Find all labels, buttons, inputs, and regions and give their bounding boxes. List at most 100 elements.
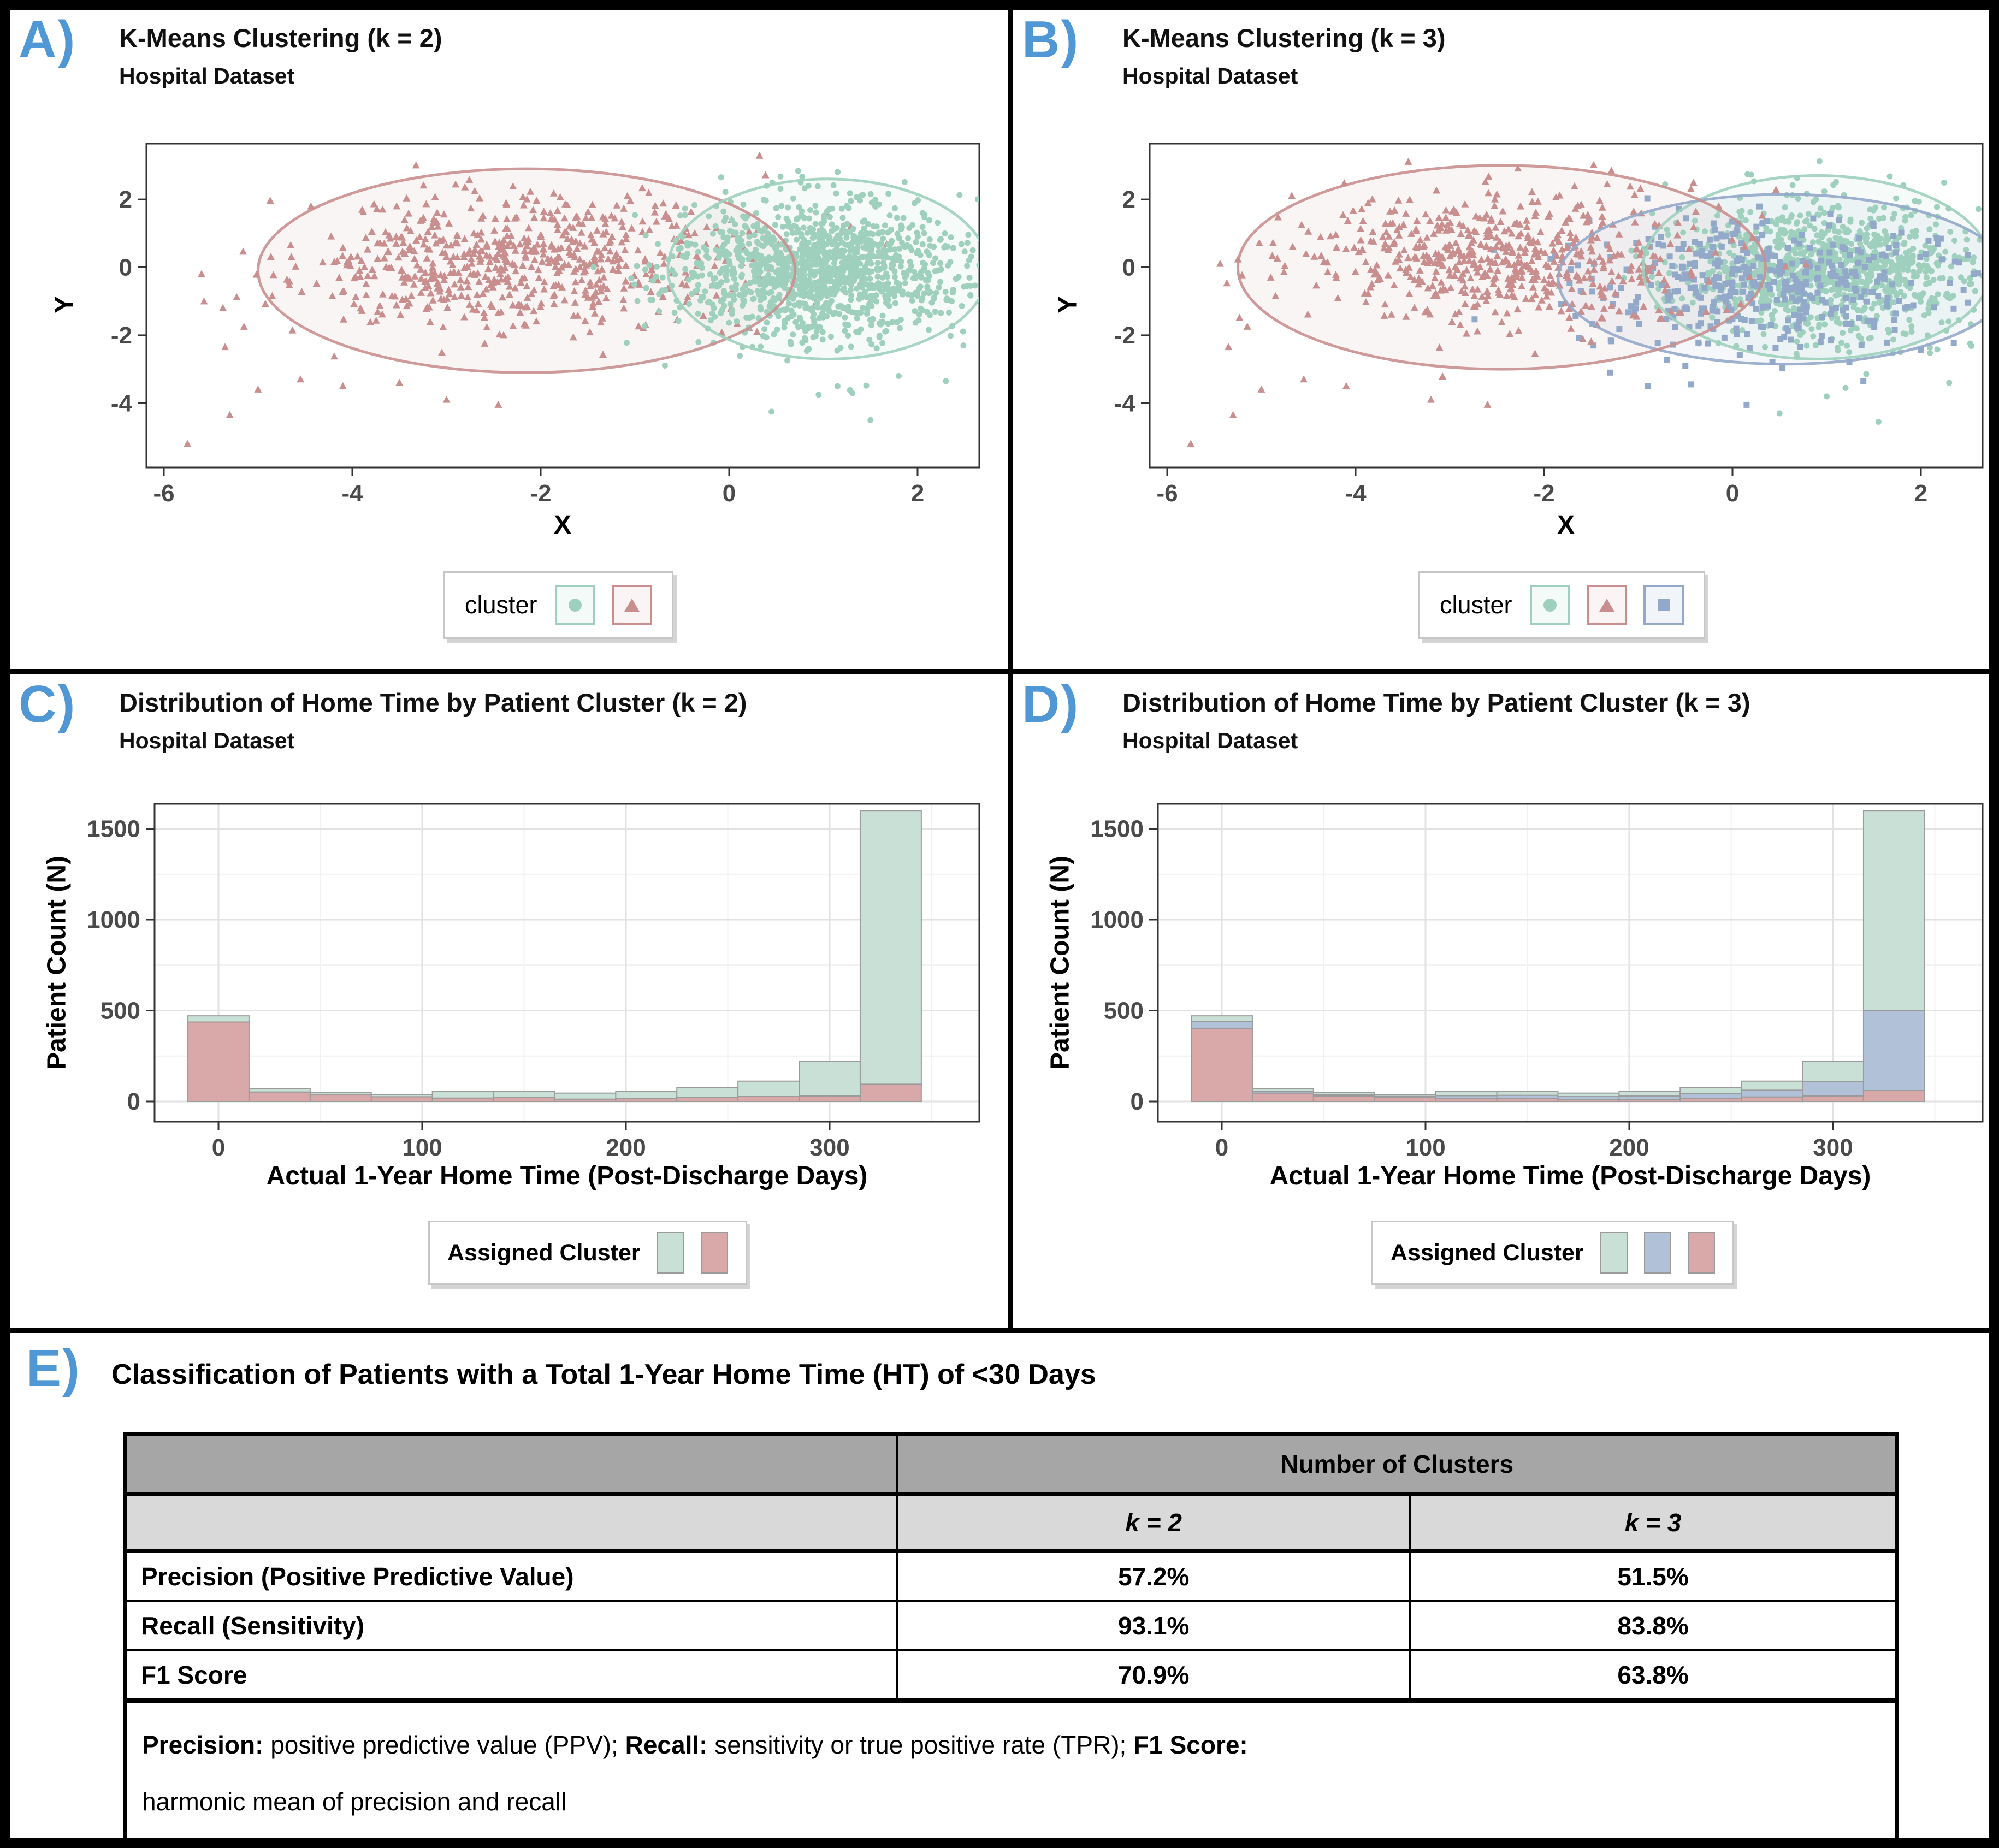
svg-text:0: 0	[212, 1134, 225, 1161]
recall-k3-value: 83.8%	[1409, 1600, 1899, 1651]
x-axis-label-d: Actual 1-Year Home Time (Post-Discharge …	[1269, 1162, 1871, 1190]
chart-subtitle-d: Hospital Dataset	[1122, 728, 1298, 753]
legend-swatch	[1687, 1232, 1715, 1274]
legend-title-d: Assigned Cluster	[1391, 1239, 1584, 1266]
svg-text:1500: 1500	[87, 816, 140, 843]
svg-text:-4: -4	[1345, 480, 1367, 507]
svg-text:0: 0	[1726, 480, 1739, 507]
chart-title-b: K-Means Clustering (k = 3)	[1122, 23, 1446, 52]
footnote-term: Precision:	[142, 1731, 264, 1759]
panel-hometime-k3: D) Distribution of Home Time by Patient …	[1013, 674, 1989, 1328]
legend-title-a: cluster	[465, 591, 537, 619]
f1-k3-value: 63.8%	[1409, 1649, 1899, 1703]
svg-text:100: 100	[402, 1134, 442, 1161]
svg-text:500: 500	[1104, 998, 1144, 1024]
svg-text:500: 500	[100, 998, 140, 1024]
row-label-recall: Recall (Sensitivity)	[123, 1600, 899, 1651]
recall-k2-value: 93.1%	[896, 1600, 1411, 1651]
circle-marker-icon	[568, 599, 582, 612]
svg-text:0: 0	[1215, 1134, 1228, 1161]
legend-title-c: Assigned Cluster	[447, 1239, 641, 1266]
legend-key-triangle	[611, 585, 652, 625]
row-label-precision: Precision (Positive Predictive Value)	[123, 1550, 899, 1602]
svg-text:0: 0	[1131, 1088, 1144, 1115]
svg-text:-6: -6	[1156, 480, 1178, 507]
table-row-precision: Precision (Positive Predictive Value) 57…	[123, 1550, 1899, 1602]
svg-text:2: 2	[1122, 186, 1135, 213]
panel-kmeans-k3: B) K-Means Clustering (k = 3) Hospital D…	[1013, 10, 1989, 669]
panel-label-b: B)	[1022, 10, 1080, 69]
table-subheader-k2: k = 2	[896, 1493, 1411, 1553]
legend-swatch	[1643, 1232, 1671, 1274]
svg-text:2: 2	[1914, 480, 1927, 507]
svg-text:100: 100	[1405, 1134, 1445, 1161]
footnote-text: positive predictive value (PPV);	[263, 1731, 625, 1759]
table-corner-cell	[123, 1433, 899, 1496]
legend-d: Assigned Cluster	[1371, 1221, 1734, 1285]
y-axis-label-c: Patient Count (N)	[42, 856, 72, 1070]
svg-text:200: 200	[1609, 1134, 1649, 1161]
classification-table: Number of Clusters k = 2 k = 3 Precision…	[123, 1432, 1899, 1838]
footnote-term: Recall:	[625, 1731, 708, 1759]
footnote-text: harmonic mean of precision and recall	[142, 1787, 567, 1816]
svg-text:-2: -2	[1114, 322, 1135, 349]
legend-keys-d	[1600, 1232, 1715, 1274]
svg-text:0: 0	[723, 480, 736, 507]
svg-text:-6: -6	[153, 480, 174, 507]
scatter-plot-k3: -6 -4 -2 0 2 2 0 -2 -4	[1013, 10, 1989, 669]
chart-title-c: Distribution of Home Time by Patient Clu…	[119, 688, 747, 717]
svg-text:200: 200	[606, 1134, 646, 1161]
legend-c: Assigned Cluster	[428, 1221, 747, 1285]
panel-label-d: D)	[1022, 675, 1080, 733]
svg-text:1500: 1500	[1090, 816, 1144, 843]
x-axis-label-c: Actual 1-Year Home Time (Post-Discharge …	[266, 1162, 868, 1190]
svg-text:-2: -2	[530, 480, 551, 507]
legend-swatch	[1600, 1232, 1628, 1274]
histogram-k2: 0 100 200 300 0 500 1000 1500	[10, 674, 1008, 1328]
triangle-marker-icon	[1599, 599, 1614, 612]
legend-title-b: cluster	[1440, 591, 1512, 619]
legend-b: cluster	[1418, 571, 1705, 639]
legend-keys-b	[1529, 585, 1684, 625]
triangle-marker-icon	[624, 599, 640, 612]
svg-text:-4: -4	[341, 480, 363, 507]
legend-keys-a	[554, 585, 652, 625]
y-axis-label-a: Y	[50, 295, 79, 314]
svg-text:300: 300	[1813, 1134, 1853, 1161]
square-marker-icon	[1657, 599, 1670, 611]
y-axis-label-b: Y	[1053, 295, 1083, 314]
chart-subtitle-a: Hospital Dataset	[119, 63, 295, 88]
panel-label-c: C)	[19, 675, 76, 733]
x-axis-label-b: X	[1557, 511, 1575, 540]
svg-text:0: 0	[127, 1088, 140, 1115]
chart-title-a: K-Means Clustering (k = 2)	[119, 23, 442, 52]
precision-k3-value: 51.5%	[1409, 1550, 1899, 1602]
table-footnote: Precision: positive predictive value (PP…	[123, 1699, 1899, 1838]
footnote-term: F1 Score:	[1133, 1731, 1248, 1759]
panel-hometime-k2: C) Distribution of Home Time by Patient …	[10, 674, 1008, 1328]
svg-text:2: 2	[119, 186, 132, 213]
svg-text:1000: 1000	[87, 907, 140, 933]
footnote-text: sensitivity or true positive rate (TPR);	[707, 1731, 1134, 1759]
x-axis-label-a: X	[553, 511, 572, 540]
legend-key-circle	[554, 585, 595, 625]
circle-marker-icon	[1543, 599, 1557, 612]
table-row-f1: F1 Score 70.9% 63.8%	[123, 1649, 1899, 1703]
y-axis-label-d: Patient Count (N)	[1045, 856, 1075, 1070]
panel-classification-table: E) Classification of Patients with a Tot…	[10, 1333, 1989, 1838]
table-row-recall: Recall (Sensitivity) 93.1% 83.8%	[123, 1600, 1899, 1651]
f1-k2-value: 70.9%	[896, 1649, 1411, 1703]
scatter-plot-k2: -6 -4 -2 0 2 2 0 -2 -4	[10, 10, 1008, 669]
panel-kmeans-k2: A) K-Means Clustering (k = 2) Hospital D…	[10, 10, 1008, 669]
table-header-number-of-clusters: Number of Clusters	[896, 1433, 1899, 1496]
chart-subtitle-b: Hospital Dataset	[1122, 63, 1298, 88]
table-title: Classification of Patients with a Total …	[111, 1359, 1096, 1390]
table-subheader-row: k = 2 k = 3	[123, 1493, 1899, 1553]
table-subheader-k3: k = 3	[1409, 1493, 1899, 1553]
legend-key-circle	[1529, 585, 1570, 625]
svg-text:-4: -4	[111, 390, 133, 417]
legend-a: cluster	[443, 571, 673, 639]
svg-text:0: 0	[119, 254, 132, 281]
chart-title-d: Distribution of Home Time by Patient Clu…	[1122, 688, 1750, 717]
